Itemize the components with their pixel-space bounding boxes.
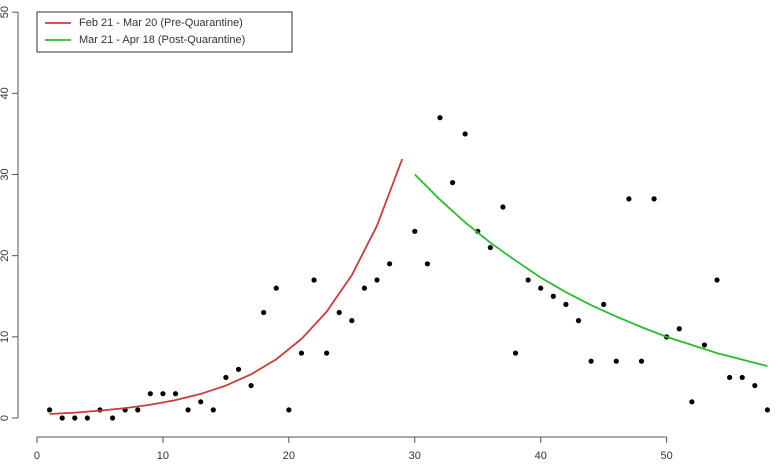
x-tick-label: 0 <box>34 450 40 462</box>
data-point <box>651 196 657 202</box>
x-tick-label: 50 <box>661 450 673 462</box>
data-point <box>449 180 456 186</box>
data-point <box>261 309 267 316</box>
data-point <box>223 374 229 381</box>
data-point <box>676 326 682 332</box>
data-point <box>424 261 430 267</box>
data-point <box>487 244 493 251</box>
x-tick-label: 30 <box>409 450 421 462</box>
data-point <box>575 318 582 324</box>
data-point <box>349 318 355 324</box>
data-point <box>286 407 292 413</box>
data-point <box>311 277 317 283</box>
data-point <box>689 399 695 405</box>
data-point <box>764 407 771 413</box>
data-point <box>84 415 90 421</box>
y-tick-label: 40 <box>0 87 11 99</box>
data-point <box>563 301 569 307</box>
data-point <box>336 309 342 316</box>
fit-line <box>414 173 768 367</box>
fit-line <box>49 158 404 415</box>
data-point <box>135 407 141 413</box>
data-point <box>727 374 733 381</box>
data-point <box>185 407 191 413</box>
data-point <box>160 391 166 397</box>
data-point <box>248 382 254 389</box>
y-tick-label: 20 <box>0 250 11 262</box>
data-point <box>273 285 279 291</box>
data-point <box>462 131 468 137</box>
data-point <box>72 415 78 421</box>
data-point <box>361 285 368 291</box>
data-point <box>500 204 506 210</box>
data-point <box>46 407 53 413</box>
data-point <box>701 342 708 348</box>
data-point <box>752 382 758 389</box>
x-tick-label: 20 <box>283 450 295 462</box>
data-point <box>525 277 531 283</box>
data-point <box>172 391 179 397</box>
legend-label: Feb 21 - Mar 20 (Pre-Quarantine) <box>79 17 243 29</box>
legend-label: Mar 21 - Apr 18 (Post-Quarantine) <box>79 34 245 46</box>
data-point <box>412 228 418 234</box>
legend-box <box>36 11 293 53</box>
data-point <box>387 261 393 267</box>
y-tick-label: 30 <box>0 168 11 180</box>
data-point <box>210 407 216 413</box>
data-point <box>550 293 556 299</box>
data-point <box>147 391 153 397</box>
data-point <box>324 350 330 356</box>
y-tick-label: 50 <box>0 6 11 18</box>
data-point <box>538 285 544 291</box>
data-point <box>59 415 65 421</box>
data-point <box>588 358 594 364</box>
data-point <box>109 415 116 421</box>
data-point <box>235 366 242 372</box>
data-point <box>739 374 745 381</box>
data-point <box>626 196 632 202</box>
data-point <box>198 399 204 405</box>
data-point <box>601 301 607 307</box>
data-point <box>298 350 305 356</box>
x-tick-label: 40 <box>535 450 547 462</box>
data-point <box>613 358 619 364</box>
data-point <box>714 277 720 283</box>
data-point <box>512 350 519 356</box>
data-point <box>374 277 380 283</box>
y-tick-label: 10 <box>0 331 11 343</box>
data-point <box>638 358 645 364</box>
x-tick-label: 10 <box>157 450 169 462</box>
y-tick-label: 0 <box>0 415 11 421</box>
data-point <box>437 115 443 121</box>
